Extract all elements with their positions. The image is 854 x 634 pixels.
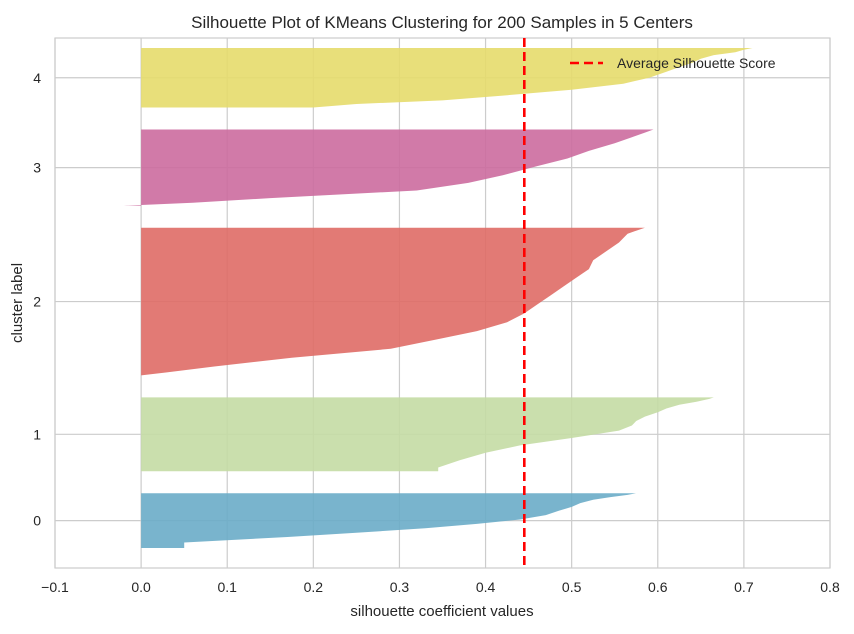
x-tick-label: 0.4 [476, 579, 496, 595]
y-axis-ticks: 0 1 2 3 4 [33, 70, 41, 529]
y-axis-label: cluster label [9, 263, 26, 343]
x-tick-label: 0.6 [648, 579, 668, 595]
x-tick-label: 0.1 [217, 579, 237, 595]
cluster-0-area [141, 493, 637, 548]
y-tick-label: 0 [33, 513, 41, 529]
cluster-2-area [141, 227, 645, 376]
x-tick-label: 0.0 [131, 579, 151, 595]
y-tick-label: 4 [33, 70, 41, 86]
x-tick-label: 0.5 [562, 579, 582, 595]
x-tick-label: −0.1 [41, 579, 69, 595]
y-tick-label: 2 [33, 294, 41, 310]
y-tick-label: 3 [33, 160, 41, 176]
x-tick-label: 0.8 [820, 579, 840, 595]
x-axis-label: silhouette coefficient values [350, 603, 533, 620]
x-tick-label: 0.2 [304, 579, 324, 595]
cluster-3-area [123, 129, 654, 206]
x-tick-label: 0.3 [390, 579, 410, 595]
y-tick-label: 1 [33, 426, 41, 442]
cluster-1-area [141, 397, 714, 472]
chart-title: Silhouette Plot of KMeans Clustering for… [191, 13, 693, 32]
x-axis-ticks: −0.1 0.0 0.1 0.2 0.3 0.4 0.5 0.6 0.7 0.8 [41, 579, 840, 595]
cluster-areas [123, 48, 753, 548]
legend-label: Average Silhouette Score [617, 55, 776, 71]
legend: Average Silhouette Score [570, 55, 776, 71]
x-tick-label: 0.7 [734, 579, 754, 595]
